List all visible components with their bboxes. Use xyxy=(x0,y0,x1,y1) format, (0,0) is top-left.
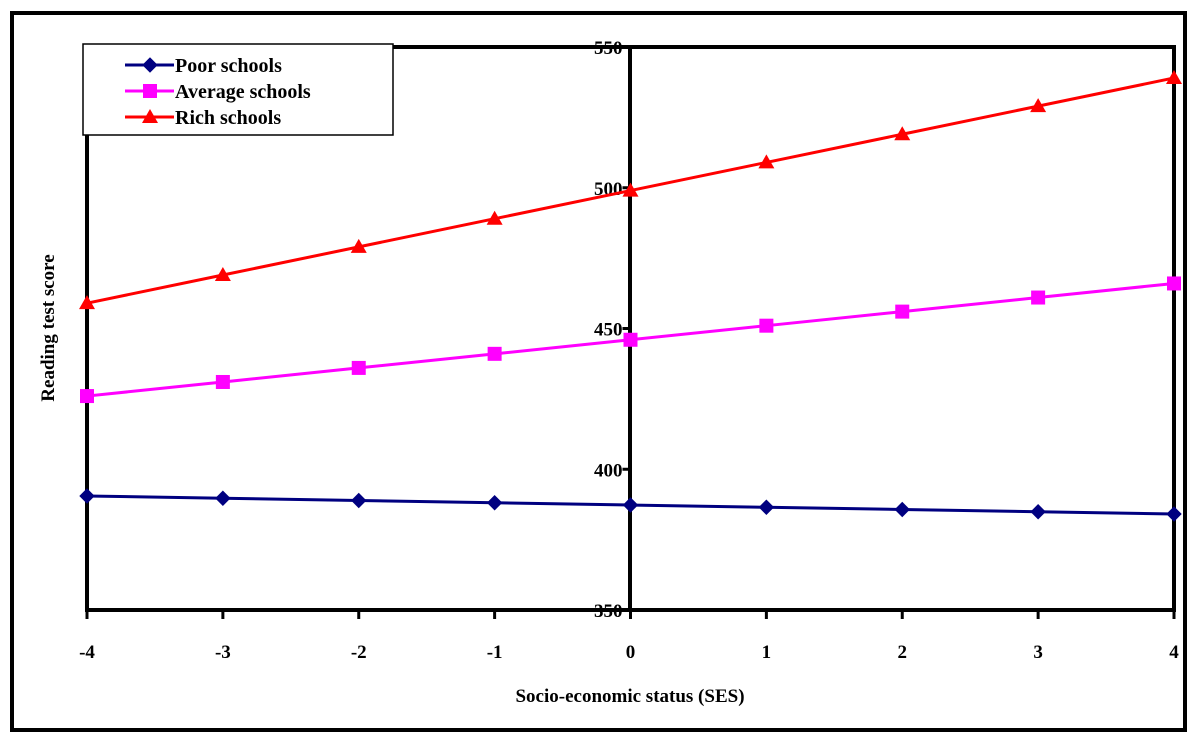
x-axis-title: Socio-economic status (SES) xyxy=(515,686,744,707)
data-point-poor-schools xyxy=(758,499,775,515)
data-point-rich-schools xyxy=(486,210,503,225)
legend-marker-average-schools xyxy=(143,84,157,98)
series-average-schools xyxy=(80,276,1181,404)
legend-item-rich-schools: Rich schools xyxy=(125,107,281,129)
data-point-average-schools xyxy=(487,346,502,361)
legend-item-poor-schools: Poor schools xyxy=(125,55,282,77)
x-tick-label: 0 xyxy=(626,642,636,663)
legend-label: Poor schools xyxy=(175,55,282,77)
x-tick-label: 1 xyxy=(762,642,772,663)
x-tick-label: -2 xyxy=(351,642,367,663)
legend-item-average-schools: Average schools xyxy=(125,81,311,103)
y-tick-label: 350 xyxy=(594,601,623,622)
x-axis-ticks: -4 -3 -2 -1 0 1 2 3 4 xyxy=(79,610,1179,663)
data-point-rich-schools xyxy=(79,295,95,310)
data-point-average-schools xyxy=(215,374,230,389)
data-point-poor-schools xyxy=(486,495,503,511)
y-tick-label: 400 xyxy=(594,460,623,481)
legend-label: Average schools xyxy=(175,81,311,103)
data-point-poor-schools xyxy=(1166,506,1182,522)
x-tick-label: 2 xyxy=(898,642,908,663)
y-axis-title: Reading test score xyxy=(38,254,59,401)
x-tick-label: -1 xyxy=(487,642,503,663)
data-point-average-schools xyxy=(1167,276,1181,291)
data-point-average-schools xyxy=(623,332,638,347)
x-tick-label: -3 xyxy=(215,642,231,663)
chart-frame xyxy=(10,11,1187,732)
data-point-rich-schools xyxy=(214,267,231,282)
series-layer xyxy=(79,69,1182,522)
data-point-average-schools xyxy=(1031,290,1046,305)
series-rich-schools xyxy=(79,69,1182,310)
data-point-rich-schools xyxy=(622,182,639,197)
legend: Poor schools Average schools Rich schools xyxy=(82,43,394,136)
data-point-rich-schools xyxy=(350,238,367,253)
legend-label: Rich schools xyxy=(175,107,281,129)
data-point-poor-schools xyxy=(622,497,639,513)
data-point-rich-schools xyxy=(1166,69,1182,84)
legend-marker-rich-schools xyxy=(142,109,158,123)
x-tick-label: -4 xyxy=(79,642,95,663)
data-point-poor-schools xyxy=(351,492,367,509)
data-point-rich-schools xyxy=(894,126,911,141)
data-point-poor-schools xyxy=(79,488,95,504)
data-point-poor-schools xyxy=(215,490,231,506)
data-point-average-schools xyxy=(895,304,910,319)
y-tick-label: 450 xyxy=(594,320,623,341)
legend-marker-poor-schools xyxy=(142,57,158,73)
series-poor-schools xyxy=(79,488,1182,522)
data-point-average-schools xyxy=(351,360,366,375)
data-point-average-schools xyxy=(759,318,774,333)
data-point-rich-schools xyxy=(1030,98,1047,113)
data-point-poor-schools xyxy=(894,501,910,518)
x-tick-label: 4 xyxy=(1169,642,1179,663)
data-point-poor-schools xyxy=(1030,504,1046,520)
data-point-average-schools xyxy=(80,389,94,404)
legend-items: Poor schools Average schools Rich schools xyxy=(125,55,311,129)
y-tick-label: 550 xyxy=(594,38,623,59)
x-tick-label: 3 xyxy=(1033,642,1043,663)
data-point-rich-schools xyxy=(758,154,775,169)
